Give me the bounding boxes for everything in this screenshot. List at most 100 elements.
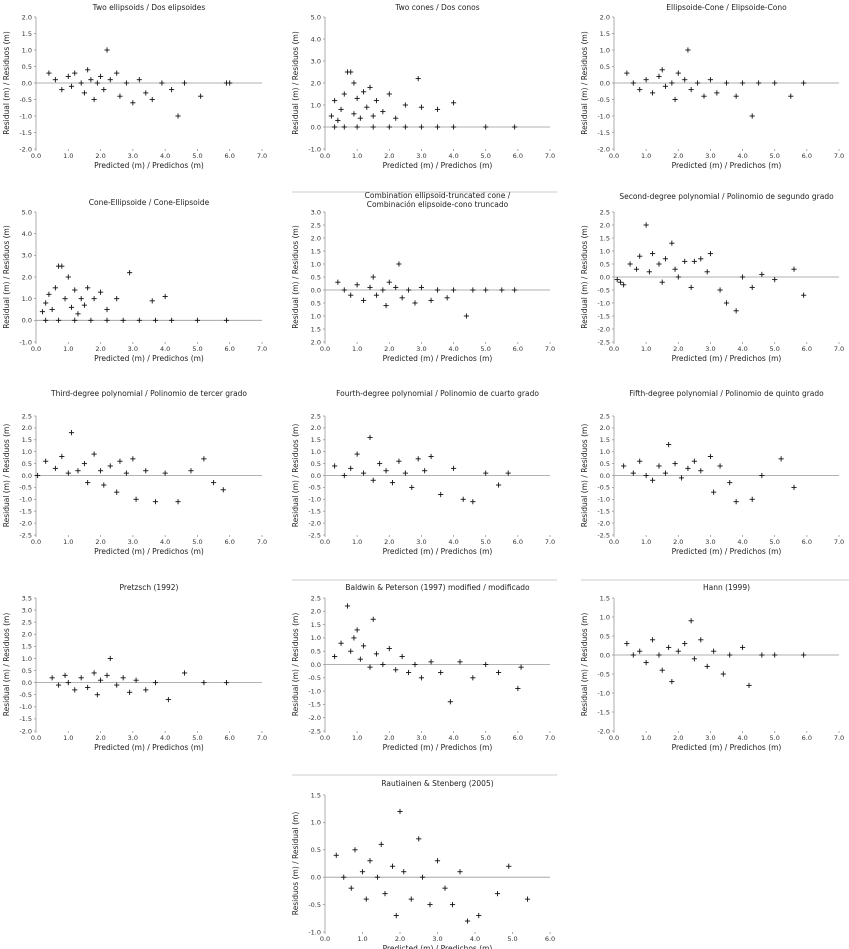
chart-title: Second-degree polynomial / Polinomio de …	[619, 192, 834, 201]
data-point-marker	[772, 652, 778, 658]
data-point-marker	[412, 300, 418, 306]
data-point-marker	[351, 111, 357, 117]
data-point-marker	[691, 656, 697, 662]
y-tick-label: -2.0	[19, 519, 32, 527]
y-tick-label: 1.0	[600, 46, 610, 54]
data-point-marker	[127, 270, 133, 276]
data-point-marker	[65, 680, 71, 686]
y-tick-label: 1.0	[22, 655, 32, 663]
y-tick-label: 1.5	[600, 30, 610, 38]
data-point-marker	[691, 258, 697, 264]
x-tick-label: 6.0	[225, 152, 235, 160]
data-point-marker	[133, 496, 139, 502]
data-point-marker	[512, 124, 518, 130]
y-tick-label: 0.0	[311, 286, 321, 294]
data-point-marker	[348, 648, 354, 654]
x-tick-label: 2.0	[384, 152, 394, 160]
data-point-marker	[152, 317, 159, 323]
data-point-marker	[175, 113, 181, 119]
y-tick-label: 0.5	[600, 460, 610, 468]
data-point-marker	[494, 891, 501, 897]
y-tick-label: 1.0	[22, 295, 32, 303]
x-tick-label: 5.0	[481, 152, 491, 160]
data-point-marker	[701, 93, 707, 99]
data-point-marker	[643, 222, 649, 228]
data-point-marker	[727, 480, 733, 486]
data-point-marker	[649, 477, 656, 483]
y-tick-label: 2.5	[22, 618, 32, 626]
data-point-marker	[46, 70, 52, 76]
data-point-marker	[68, 83, 75, 89]
data-point-marker	[428, 297, 434, 303]
y-tick-label: 2.0	[600, 13, 610, 21]
data-point-marker	[434, 858, 441, 864]
y-tick-label: 2.0	[600, 221, 610, 229]
data-point-marker	[470, 675, 476, 681]
x-tick-label: 0.0	[609, 152, 619, 160]
y-tick-label: -1.5	[19, 129, 32, 137]
data-point-marker	[624, 641, 630, 647]
data-point-marker	[97, 677, 104, 683]
data-point-marker	[59, 453, 65, 460]
y-tick-label: 3.0	[22, 606, 32, 614]
data-point-marker	[62, 296, 68, 302]
data-point-marker	[65, 274, 71, 280]
data-point-marker	[659, 279, 665, 285]
data-point-marker	[434, 124, 441, 130]
data-point-marker	[386, 645, 392, 652]
y-tick-label: 2.5	[311, 594, 321, 602]
data-point-marker	[107, 463, 113, 469]
data-point-marker	[463, 313, 470, 319]
x-tick-label: 2.0	[673, 538, 683, 546]
y-tick-label: 5.0	[22, 208, 32, 216]
x-tick-label: 3.0	[128, 152, 138, 160]
y-tick-label: 1.0	[311, 819, 321, 827]
data-point-marker	[399, 295, 405, 301]
x-tick-label: 2.0	[384, 538, 394, 546]
x-axis-label: Predicted (m) / Predichos (m)	[94, 354, 204, 363]
data-point-marker	[415, 456, 421, 462]
data-point-marker	[396, 261, 402, 267]
data-point-marker	[159, 80, 165, 86]
data-point-marker	[739, 644, 746, 650]
data-point-marker	[59, 87, 65, 93]
y-tick-label: 0.0	[311, 472, 321, 480]
data-point-marker	[335, 117, 341, 123]
data-point-marker	[772, 80, 778, 86]
data-point-marker	[415, 76, 421, 82]
y-tick-label: 1.5	[311, 247, 321, 255]
y-tick-label: -0.5	[19, 96, 32, 104]
data-point-marker	[643, 660, 649, 666]
data-point-marker	[518, 664, 524, 670]
data-point-marker	[91, 670, 97, 676]
data-point-marker	[675, 274, 681, 280]
data-point-marker	[389, 480, 396, 486]
data-point-marker	[378, 841, 384, 847]
y-tick-label: -0.5	[19, 484, 32, 492]
y-tick-label: 0.5	[22, 63, 32, 71]
data-point-marker	[104, 306, 110, 313]
x-tick-label: 2.0	[95, 152, 105, 160]
data-point-marker	[483, 287, 489, 293]
data-point-marker	[672, 96, 678, 103]
data-point-marker	[360, 89, 367, 95]
chart-panel-10: Pretzsch (1992) -2.0 -1.5 -1.0 -0.5 0.0 0.5 1.0…	[2, 583, 267, 752]
data-point-marker	[114, 489, 120, 495]
data-point-marker	[656, 652, 662, 658]
data-point-marker	[68, 304, 75, 310]
data-point-marker	[91, 96, 97, 103]
data-point-marker	[104, 672, 110, 678]
x-tick-label: 5.0	[481, 538, 491, 546]
x-tick-label: 7.0	[834, 152, 844, 160]
data-point-marker	[97, 468, 104, 474]
data-point-marker	[333, 852, 339, 858]
chart-panel-3: Ellipsoide-Cone / Elipsoide-Cono -2.0 -1.5…	[580, 3, 844, 170]
y-tick-label: 0.5	[600, 632, 610, 640]
chart-title: Rautiainen & Stenberg (2005)	[381, 779, 493, 788]
data-point-marker	[357, 656, 363, 662]
data-point-marker	[801, 80, 807, 86]
data-point-marker	[685, 47, 691, 53]
data-point-marker	[698, 637, 704, 643]
y-tick-label: 3.0	[311, 208, 321, 216]
data-point-marker	[662, 83, 669, 89]
